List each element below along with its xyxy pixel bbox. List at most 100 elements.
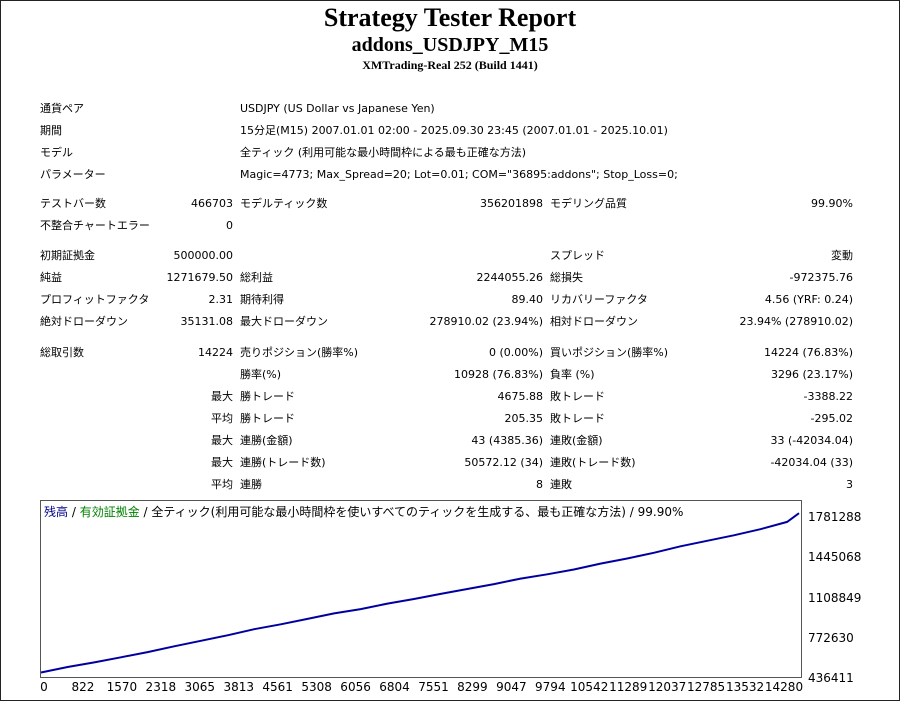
avgloss-value: -295.02 [810, 412, 853, 425]
symbol-value: USDJPY (US Dollar vs Japanese Yen) [240, 102, 435, 115]
y-tick-label: 1781288 [808, 510, 862, 524]
max-label-1: 最大 [211, 390, 233, 403]
mismatch-label: 不整合チャートエラー [40, 219, 150, 232]
consecprofit-label: 連勝(トレード数) [240, 456, 326, 469]
winrate-label: 勝率(%) [240, 368, 282, 381]
absdd-value: 35131.08 [180, 315, 234, 328]
bars-label: テストバー数 [40, 197, 106, 210]
x-tick-label: 3065 [184, 680, 216, 694]
x-tick-label: 822 [71, 680, 95, 694]
x-tick-label: 4561 [262, 680, 293, 694]
server-build: XMTrading-Real 252 (Build 1441) [362, 58, 538, 72]
lossrate-value: 3296 (23.17%) [770, 368, 853, 381]
mismatch-value: 0 [226, 219, 233, 232]
quality-value: 99.90% [811, 197, 853, 210]
deposit-value: 500000.00 [173, 249, 234, 262]
model-value: 全ティック (利用可能な最小時間枠による最も正確な方法) [240, 146, 527, 159]
x-tick-label: 3813 [223, 680, 255, 694]
x-tick-label: 12785 [687, 680, 726, 694]
grossprofit-label: 総利益 [240, 271, 273, 284]
expected-label: 期待利得 [240, 293, 284, 306]
y-tick-label: 772630 [808, 630, 854, 645]
x-tick-label: 11289 [609, 680, 648, 694]
x-tick-label: 10542 [570, 680, 609, 694]
x-tick-label: 7551 [418, 680, 449, 694]
maxdd-value: 278910.02 (23.94%) [429, 315, 543, 328]
absdd-label: 絶対ドローダウン [40, 315, 128, 328]
y-tick-label: 1445068 [808, 550, 862, 565]
avgwin-label: 勝トレード [240, 412, 295, 425]
report-title: Strategy Tester Report [323, 3, 577, 32]
avg-label-2: 平均 [211, 478, 233, 491]
x-tick-label: 14280 [764, 680, 804, 694]
short-label: 売りポジション(勝率%) [240, 346, 359, 359]
symbol-label: 通貨ペア [40, 102, 84, 115]
consecwin-value: 43 (4385.36) [471, 434, 543, 447]
netprofit-value: 1271679.50 [166, 271, 233, 284]
quality-label: モデリング品質 [550, 197, 627, 210]
x-tick-label: 9047 [496, 680, 527, 694]
winrate-value: 10928 (76.83%) [453, 368, 543, 381]
stats-row-maxtrade: 最大 勝トレード 4675.88 敗トレード -3388.22 [0, 387, 900, 407]
short-value: 0 (0.00%) [488, 346, 543, 359]
avgconsecloss-value: 3 [846, 478, 853, 491]
x-tick-label: 6056 [340, 680, 371, 694]
x-tick-label: 9794 [535, 680, 566, 694]
model-label: モデル [40, 146, 73, 159]
info-row-period: 期間 15分足(M15) 2007.01.01 02:00 - 2025.09.… [0, 121, 900, 141]
stats-row-bars: テストバー数 466703 モデルティック数 356201898 モデリング品質… [0, 194, 900, 214]
params-label: パラメーター [40, 168, 106, 181]
period-value: 15分足(M15) 2007.01.01 02:00 - 2025.09.30 … [240, 124, 668, 137]
pf-value: 2.31 [208, 293, 234, 306]
stats-row-winrate: 勝率(%) 10928 (76.83%) 負率 (%) 3296 (23.17%… [0, 365, 900, 385]
stats-row-avg-consec: 平均 連勝 8 連敗 3 [0, 475, 900, 495]
expert-name: addons_USDJPY_M15 [351, 34, 549, 56]
consecprofit-value: 50572.12 (34) [464, 456, 543, 469]
pf-label: プロフィットファクタ [40, 293, 150, 306]
stats-row-deposit: 初期証拠金 500000.00 スプレッド 変動 [0, 246, 900, 266]
x-tick-label: 5308 [301, 680, 332, 694]
avg-label-1: 平均 [211, 412, 233, 425]
recovery-label: リカバリーファクタ [550, 293, 648, 306]
legend-model: / 全ティック(利用可能な最小時間枠を使いすべてのティックを生成する、最も正確な… [139, 505, 684, 519]
period-label: 期間 [40, 124, 62, 137]
x-tick-label: 6804 [379, 680, 410, 694]
trades-label: 総取引数 [40, 346, 84, 359]
y-tick-label: 436411 [808, 671, 854, 685]
x-tick-label: 1570 [106, 680, 138, 694]
legend-separator: / [68, 505, 80, 519]
y-tick-label: 1108849 [808, 590, 862, 605]
avgwin-value: 205.35 [504, 412, 544, 425]
stats-row-drawdown: 絶対ドローダウン 35131.08 最大ドローダウン 278910.02 (23… [0, 312, 900, 332]
avgconsecloss-label: 連敗 [550, 478, 572, 491]
info-row-symbol: 通貨ペア USDJPY (US Dollar vs Japanese Yen) [0, 99, 900, 119]
balance-chart-area [40, 500, 802, 678]
consecloss2-value: -42034.04 (33) [770, 456, 853, 469]
long-value: 14224 (76.83%) [763, 346, 853, 359]
consecloss-value: 33 (-42034.04) [770, 434, 853, 447]
trades-value: 14224 [198, 346, 233, 359]
avgconsecwin-value: 8 [536, 478, 543, 491]
consecloss-label: 連敗(金額) [550, 434, 603, 447]
ticks-label: モデルティック数 [240, 197, 328, 210]
stats-row-profit: 純益 1271679.50 総利益 2244055.26 総損失 -972375… [0, 268, 900, 288]
consecloss2-label: 連敗(トレード数) [550, 456, 636, 469]
long-label: 買いポジション(勝率%) [550, 346, 669, 359]
chart-legend: 残高 / 有効証拠金 / 全ティック(利用可能な最小時間枠を使いすべてのティック… [44, 503, 683, 520]
reldd-value: 23.94% (278910.02) [739, 315, 853, 328]
maxdd-label: 最大ドローダウン [240, 315, 328, 328]
stats-row-pf: プロフィットファクタ 2.31 期待利得 89.40 リカバリーファクタ 4.5… [0, 290, 900, 310]
stats-row-consec-amount: 最大 連勝(金額) 43 (4385.36) 連敗(金額) 33 (-42034… [0, 431, 900, 451]
netprofit-label: 純益 [40, 271, 62, 284]
info-row-params: パラメーター Magic=4773; Max_Spread=20; Lot=0.… [0, 165, 900, 185]
params-value: Magic=4773; Max_Spread=20; Lot=0.01; COM… [240, 168, 678, 181]
maxwin-label: 勝トレード [240, 390, 295, 403]
avgconsecwin-label: 連勝 [240, 478, 262, 491]
lossrate-label: 負率 (%) [550, 368, 595, 381]
deposit-label: 初期証拠金 [40, 249, 95, 262]
max-label-3: 最大 [211, 456, 233, 469]
max-label-2: 最大 [211, 434, 233, 447]
x-tick-label: 8299 [457, 680, 488, 694]
x-tick-label: 2318 [145, 680, 177, 694]
